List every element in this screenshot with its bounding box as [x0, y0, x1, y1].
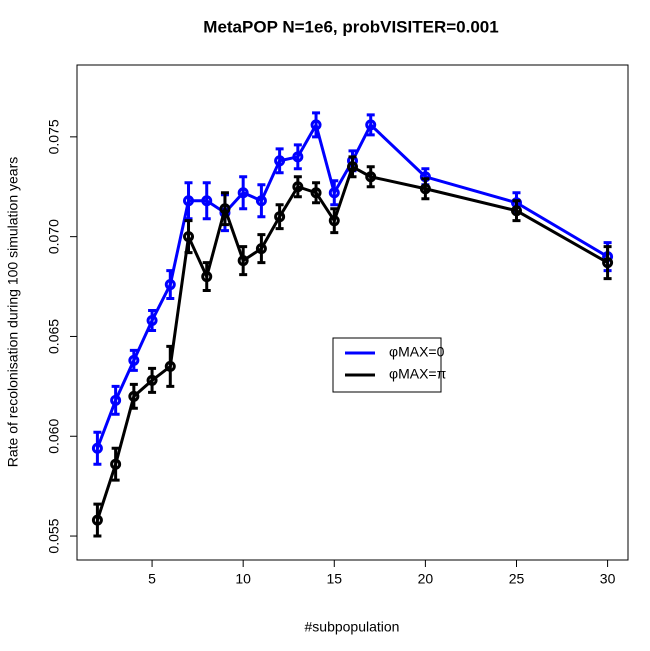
error-bar	[111, 446, 120, 482]
plot-frame	[76, 64, 629, 561]
point	[146, 314, 158, 326]
point	[128, 354, 140, 366]
point	[128, 390, 140, 402]
point	[255, 243, 267, 255]
error-bar	[275, 203, 284, 231]
error-bar	[366, 165, 375, 189]
y-tick-label: 0.065	[46, 319, 62, 354]
point	[310, 119, 322, 131]
error-bar	[312, 181, 321, 205]
legend-label: φMAX=π	[389, 366, 447, 382]
error-bar	[257, 183, 266, 219]
point	[292, 151, 304, 163]
error-bar	[93, 430, 102, 466]
point	[110, 394, 122, 406]
y-tick-label: 0.060	[46, 419, 62, 454]
point	[183, 231, 195, 243]
error-bar	[202, 181, 211, 221]
error-bar	[202, 261, 211, 293]
x-tick-label: 10	[235, 571, 251, 587]
error-bar	[239, 175, 248, 211]
point	[274, 211, 286, 223]
error-bar	[166, 269, 175, 301]
point	[237, 255, 249, 267]
error-bar	[129, 348, 138, 372]
x-tick-label: 30	[600, 571, 616, 587]
error-bar	[129, 382, 138, 410]
error-bar	[93, 502, 102, 538]
legend-box	[332, 337, 442, 393]
point	[110, 458, 122, 470]
point	[365, 171, 377, 183]
point	[237, 187, 249, 199]
point	[510, 205, 522, 217]
point	[602, 257, 614, 269]
error-bar	[184, 181, 193, 221]
legend-label: φMAX=0	[389, 344, 445, 360]
point	[328, 215, 340, 227]
point	[201, 195, 213, 207]
y-axis-label: Rate of recolonisation during 100 simula…	[5, 157, 21, 468]
error-bar	[148, 366, 157, 394]
error-bar	[293, 175, 302, 199]
point	[274, 155, 286, 167]
point	[310, 187, 322, 199]
point	[255, 195, 267, 207]
y-tick-label: 0.070	[46, 219, 62, 254]
y-tick-label: 0.075	[46, 119, 62, 154]
x-tick-label: 5	[148, 571, 156, 587]
point	[419, 183, 431, 195]
x-tick-label: 15	[326, 571, 342, 587]
error-bar	[603, 245, 612, 281]
y-tick-label: 0.055	[46, 518, 62, 553]
x-axis-label: #subpopulation	[305, 619, 400, 635]
error-bar	[330, 179, 339, 207]
error-bar	[239, 245, 248, 277]
error-bar	[148, 309, 157, 332]
error-bar	[312, 111, 321, 139]
point	[164, 279, 176, 291]
error-bar	[275, 147, 284, 175]
point	[328, 187, 340, 199]
error-bar	[348, 155, 357, 179]
error-bar	[512, 199, 521, 223]
point	[292, 181, 304, 193]
error-bar	[330, 207, 339, 235]
error-bar	[111, 384, 120, 416]
chart-title: MetaPOP N=1e6, probVISITER=0.001	[203, 17, 498, 36]
point	[219, 203, 231, 215]
error-bar	[421, 177, 430, 201]
error-bar	[184, 219, 193, 255]
point	[183, 195, 195, 207]
point	[347, 161, 358, 173]
error-bar	[257, 233, 266, 265]
point	[91, 442, 103, 454]
point	[146, 374, 158, 386]
error-bar	[366, 113, 375, 137]
point	[365, 119, 377, 131]
point	[164, 360, 176, 372]
point	[201, 271, 213, 283]
error-bar	[166, 344, 175, 388]
x-tick-label: 25	[509, 571, 525, 587]
error-bar	[293, 143, 302, 171]
x-tick-label: 20	[418, 571, 434, 587]
error-bar	[220, 191, 229, 227]
point	[91, 514, 103, 526]
